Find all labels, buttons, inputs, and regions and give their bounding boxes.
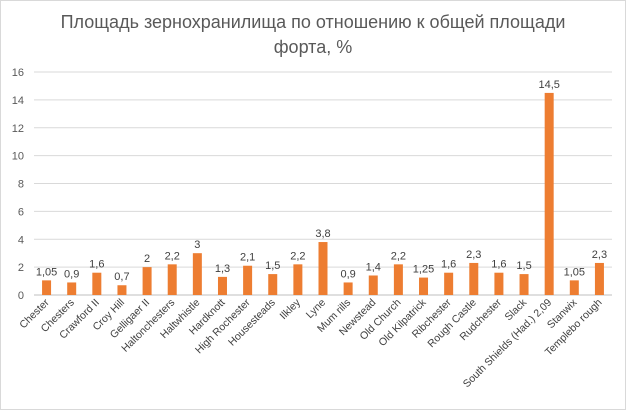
data-label: 1,6	[441, 259, 456, 271]
bar	[293, 264, 303, 295]
data-label: 2,2	[290, 250, 305, 262]
data-label: 1,05	[36, 266, 57, 278]
data-label: 0,7	[114, 271, 129, 283]
data-label: 2,1	[240, 252, 255, 264]
bar	[117, 285, 127, 295]
bar	[469, 262, 479, 295]
category-label: Ilkley	[278, 296, 304, 322]
bar	[243, 265, 253, 295]
bar	[519, 274, 529, 295]
bar	[343, 282, 353, 295]
data-label: 2,3	[592, 249, 607, 261]
bar	[318, 242, 328, 295]
data-label: 1,25	[413, 264, 434, 276]
data-label: 2,2	[391, 250, 406, 262]
chart-title-line-1: Площадь зернохранилища по отношению к об…	[60, 12, 566, 32]
y-tick-label: 8	[18, 179, 24, 191]
data-label: 14,5	[538, 79, 559, 91]
y-tick-label: 14	[12, 95, 24, 107]
bar	[569, 280, 579, 295]
data-label: 1,5	[265, 260, 280, 272]
data-label: 1,05	[564, 266, 585, 278]
bar	[92, 272, 102, 295]
bar	[544, 92, 554, 295]
y-tick-label: 0	[18, 290, 24, 302]
y-tick-label: 6	[18, 206, 24, 218]
data-label: 0,9	[340, 268, 355, 280]
y-tick-label: 2	[18, 262, 24, 274]
bar	[393, 264, 403, 295]
bar	[494, 272, 504, 295]
y-tick-label: 10	[12, 151, 24, 163]
bar	[419, 277, 429, 295]
y-tick-label: 4	[18, 234, 24, 246]
data-label: 1,3	[215, 263, 230, 275]
data-label: 1,4	[366, 261, 381, 273]
data-label: 1,6	[89, 259, 104, 271]
bar	[444, 272, 454, 295]
bar	[192, 253, 202, 295]
data-label: 1,5	[516, 260, 531, 272]
bar	[594, 262, 604, 295]
bar	[217, 276, 227, 295]
bar	[268, 274, 278, 295]
bar	[42, 280, 52, 295]
chart-title-line-2: форта, %	[273, 37, 353, 57]
bar	[368, 275, 378, 295]
data-label: 3,8	[315, 228, 330, 240]
data-label: 2,3	[466, 249, 481, 261]
data-label: 0,9	[64, 268, 79, 280]
data-label: 1,6	[491, 259, 506, 271]
bar	[167, 264, 177, 295]
chart-title: Площадь зернохранилища по отношению к об…	[0, 10, 626, 60]
data-label: 2,2	[165, 250, 180, 262]
bar	[67, 282, 77, 295]
y-tick-label: 16	[12, 67, 24, 79]
data-label: 2	[144, 253, 150, 265]
y-tick-label: 12	[12, 123, 24, 135]
data-label: 3	[194, 239, 200, 251]
bar	[142, 267, 152, 295]
